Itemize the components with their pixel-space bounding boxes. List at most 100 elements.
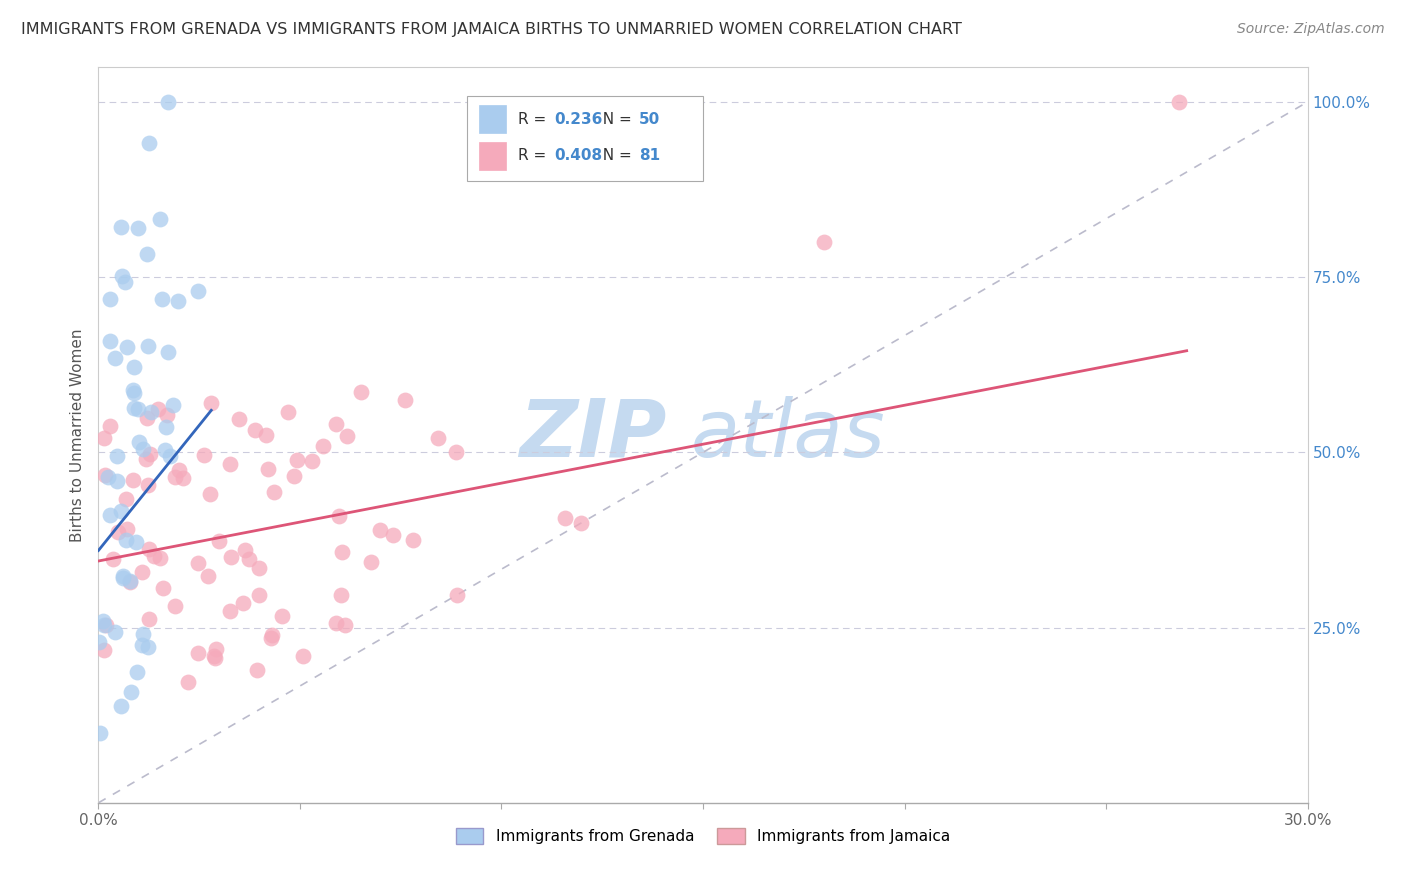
Point: [138, 541, 160, 556]
Point: [122, 383, 145, 397]
Text: R =: R =: [517, 112, 551, 127]
Point: [114, 275, 136, 289]
Point: [89, 634, 111, 648]
Point: [427, 431, 450, 445]
Point: [127, 221, 149, 235]
Point: [132, 627, 155, 641]
Point: [112, 569, 135, 583]
Point: [93, 614, 115, 628]
Point: [228, 412, 250, 426]
Point: [218, 457, 240, 471]
Point: [328, 508, 350, 523]
Point: [155, 420, 177, 434]
Point: [105, 449, 128, 463]
Text: Source: ZipAtlas.com: Source: ZipAtlas.com: [1237, 22, 1385, 37]
Point: [98, 334, 121, 349]
Point: [202, 648, 225, 663]
Point: [270, 608, 292, 623]
Text: 0.236: 0.236: [554, 112, 603, 127]
Point: [97, 470, 120, 484]
Point: [149, 211, 172, 226]
Point: [135, 410, 157, 425]
Point: [132, 442, 155, 456]
Point: [98, 419, 121, 434]
Point: [360, 555, 382, 569]
Point: [301, 453, 323, 467]
Point: [128, 434, 150, 449]
Point: [243, 423, 266, 437]
Point: [124, 401, 146, 416]
Point: [138, 612, 160, 626]
Bar: [479, 105, 506, 133]
Point: [150, 292, 173, 306]
Point: [110, 219, 132, 234]
Text: 81: 81: [638, 148, 659, 163]
Point: [111, 269, 134, 284]
Point: [197, 568, 219, 582]
Point: [152, 581, 174, 595]
Legend: Immigrants from Grenada, Immigrants from Jamaica: Immigrants from Grenada, Immigrants from…: [450, 822, 956, 850]
Point: [166, 293, 188, 308]
Point: [277, 404, 299, 418]
Point: [325, 417, 347, 431]
Point: [136, 640, 159, 655]
Point: [89, 725, 111, 739]
Point: [125, 535, 148, 549]
Text: IMMIGRANTS FROM GRENADA VS IMMIGRANTS FROM JAMAICA BIRTHS TO UNMARRIED WOMEN COR: IMMIGRANTS FROM GRENADA VS IMMIGRANTS FR…: [21, 22, 962, 37]
Point: [124, 359, 146, 374]
Point: [394, 392, 416, 407]
Point: [402, 533, 425, 548]
Point: [569, 516, 592, 530]
Point: [198, 487, 221, 501]
Point: [127, 402, 149, 417]
Point: [98, 508, 121, 522]
Point: [93, 467, 115, 482]
Point: [312, 439, 335, 453]
Point: [156, 344, 179, 359]
Point: [104, 351, 127, 365]
Point: [127, 665, 149, 680]
Point: [104, 625, 127, 640]
Text: atlas: atlas: [690, 396, 886, 474]
Point: [136, 339, 159, 353]
Point: [162, 398, 184, 412]
Point: [193, 448, 215, 462]
Point: [813, 235, 835, 249]
Point: [333, 618, 356, 632]
Point: [285, 453, 308, 467]
Point: [93, 431, 115, 445]
Point: [204, 651, 226, 665]
Y-axis label: Births to Unmarried Women: Births to Unmarried Women: [70, 328, 86, 541]
Text: R =: R =: [517, 148, 551, 163]
Point: [107, 524, 129, 539]
Point: [101, 552, 124, 566]
Point: [143, 549, 166, 563]
Point: [153, 442, 176, 457]
Point: [120, 684, 142, 698]
Point: [138, 136, 160, 150]
Point: [96, 617, 118, 632]
Point: [260, 627, 283, 641]
Point: [247, 588, 270, 602]
Point: [187, 284, 209, 298]
Point: [115, 491, 138, 506]
Point: [135, 246, 157, 260]
Bar: [479, 142, 506, 170]
Point: [336, 429, 359, 443]
Point: [329, 588, 352, 602]
FancyBboxPatch shape: [467, 96, 703, 181]
Point: [330, 545, 353, 559]
Point: [382, 528, 405, 542]
Text: ZIP: ZIP: [519, 396, 666, 474]
Point: [263, 484, 285, 499]
Point: [148, 401, 170, 416]
Point: [221, 549, 243, 564]
Point: [260, 631, 283, 645]
Point: [554, 510, 576, 524]
Point: [131, 638, 153, 652]
Point: [246, 663, 269, 677]
Point: [93, 643, 115, 657]
Point: [122, 474, 145, 488]
Point: [110, 504, 132, 518]
Point: [115, 522, 138, 536]
